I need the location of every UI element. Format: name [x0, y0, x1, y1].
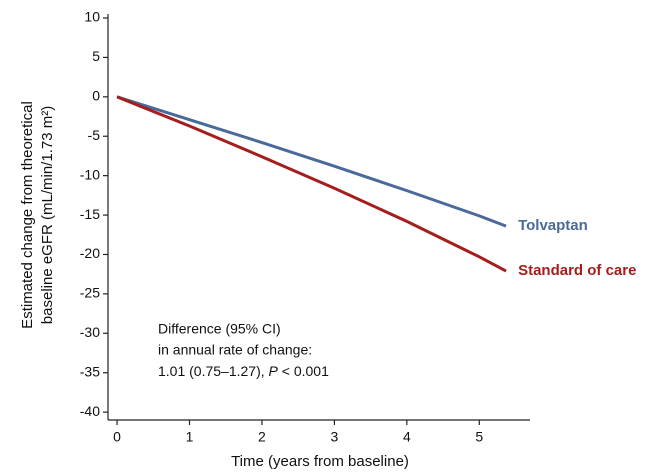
y-axis-label: Estimated change from theoretical baseli…	[19, 101, 56, 329]
legend-label: Standard of care	[518, 262, 636, 279]
x-tick-label: 2	[258, 429, 266, 445]
annotation: in annual rate of change:	[158, 342, 312, 358]
y-tick-label: -40	[80, 403, 100, 419]
x-tick-label: 4	[403, 429, 411, 445]
series-line	[116, 95, 507, 273]
y-tick-label: 0	[92, 88, 100, 104]
y-tick-label: -15	[80, 206, 100, 222]
y-tick-label: -35	[80, 363, 100, 379]
annotation: Difference (95% CI)	[158, 321, 281, 337]
y-tick-label: 5	[92, 48, 100, 64]
y-tick-label: -10	[80, 166, 100, 182]
y-tick-label: -20	[80, 245, 100, 261]
y-tick-label: -5	[88, 127, 101, 143]
x-tick-label: 1	[186, 429, 194, 445]
y-axis-label-line: baseline eGFR (mL/min/1.73 m²)	[39, 106, 56, 324]
annotation-part: 1.01 (0.75–1.27),	[158, 363, 269, 379]
y-tick-label: 10	[84, 9, 100, 25]
x-tick-label: 3	[330, 429, 338, 445]
legend-label: Tolvaptan	[518, 217, 588, 234]
x-axis-label: Time (years from baseline)	[231, 453, 409, 470]
y-axis-label-line: Estimated change from theoretical	[19, 101, 36, 329]
series-line	[116, 95, 507, 228]
annotation: 1.01 (0.75–1.27), P < 0.001	[158, 363, 329, 379]
y-tick-label: -25	[80, 285, 100, 301]
y-tick-label: -30	[80, 324, 100, 340]
x-tick-label: 5	[475, 429, 483, 445]
x-tick-label: 0	[113, 429, 121, 445]
annotation-part: < 0.001	[278, 363, 329, 379]
annotation-part: P	[269, 363, 279, 379]
